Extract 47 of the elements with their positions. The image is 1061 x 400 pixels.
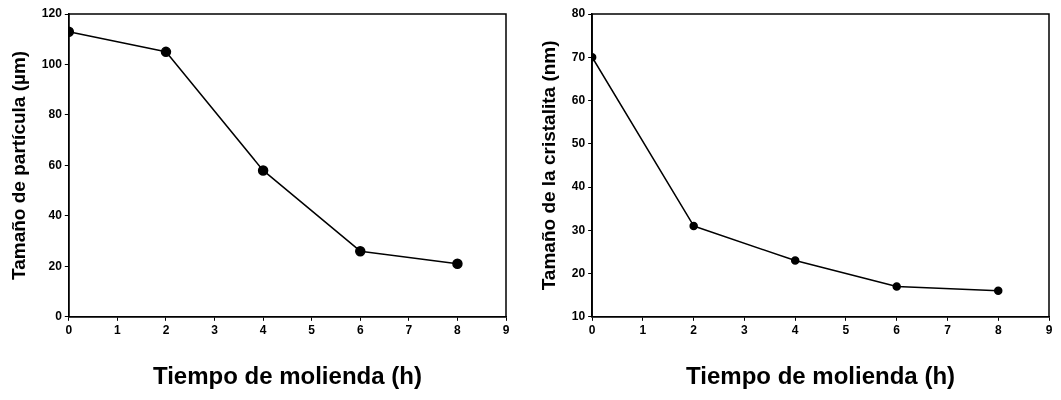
y-tick-label: 120 bbox=[41, 6, 63, 21]
x-tick-label: 2 bbox=[690, 323, 698, 338]
y-tick-label: 60 bbox=[571, 92, 586, 107]
point bbox=[452, 258, 463, 270]
point bbox=[257, 165, 269, 176]
x-tick-label: 4 bbox=[259, 323, 267, 338]
x-tick-label: 3 bbox=[211, 323, 219, 338]
x-tick-label: 6 bbox=[893, 323, 901, 338]
x-tick-label: 1 bbox=[639, 323, 647, 338]
point bbox=[355, 245, 366, 257]
x-tick-label: 0 bbox=[65, 323, 73, 338]
x-tick-label: 5 bbox=[842, 323, 850, 338]
x-tick-label: 7 bbox=[944, 323, 952, 338]
y-tick-label: 60 bbox=[48, 157, 63, 172]
y-tick-label: 10 bbox=[571, 309, 586, 324]
x-tick-label: 5 bbox=[308, 323, 316, 338]
y-tick-label: 20 bbox=[571, 265, 586, 280]
x-tick-label: 3 bbox=[741, 323, 749, 338]
x-tick-label: 9 bbox=[1045, 323, 1053, 338]
x-tick-label: 8 bbox=[994, 323, 1002, 338]
y-tick-label: 80 bbox=[571, 6, 586, 21]
y-tick-label: 20 bbox=[48, 258, 63, 273]
y-tick-label: 0 bbox=[55, 309, 63, 324]
x-tick-label: 4 bbox=[791, 323, 799, 338]
point bbox=[993, 286, 1003, 296]
x-tick-label: 1 bbox=[114, 323, 122, 338]
y-axis-title: Tamaño de partícula (µm) bbox=[7, 50, 29, 280]
point bbox=[160, 46, 172, 58]
point bbox=[790, 256, 800, 265]
x-tick-label: 0 bbox=[588, 323, 596, 338]
y-tick-label: 70 bbox=[571, 49, 586, 64]
x-axis-title: Tiempo de molienda (h) bbox=[686, 362, 956, 390]
point bbox=[689, 221, 698, 231]
y-tick-label: 100 bbox=[41, 56, 63, 71]
y-tick-label: 50 bbox=[571, 136, 586, 151]
y-axis-title: Tamaño de la cristalita (nm) bbox=[537, 40, 559, 291]
x-tick-label: 8 bbox=[454, 323, 462, 338]
x-tick-label: 9 bbox=[502, 323, 510, 338]
x-tick-label: 6 bbox=[356, 323, 364, 338]
y-tick-label: 40 bbox=[48, 208, 63, 223]
y-tick-label: 40 bbox=[571, 179, 586, 194]
x-tick-label: 7 bbox=[405, 323, 413, 338]
x-axis-title: Tiempo de molienda (h) bbox=[152, 362, 422, 390]
y-tick-label: 80 bbox=[48, 107, 63, 122]
point bbox=[892, 282, 901, 291]
y-tick-label: 30 bbox=[571, 222, 586, 237]
x-tick-label: 2 bbox=[162, 323, 170, 338]
